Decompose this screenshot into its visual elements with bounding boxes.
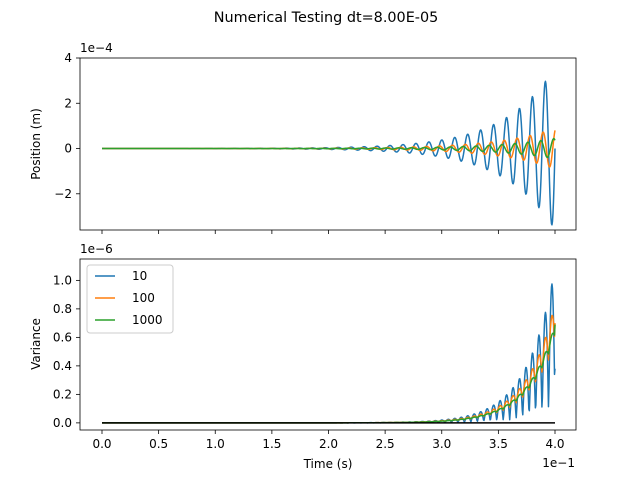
legend-box: [86, 264, 174, 334]
legend-label-100: 100: [132, 291, 155, 305]
legend-label-1000: 1000: [132, 313, 163, 327]
position-y-tick-label: 4: [64, 51, 72, 65]
variance-x-tick-label: 0.0: [92, 437, 111, 451]
position-y-ticks: −2 0 2 4: [54, 51, 80, 201]
variance-y-tick-label: 0.4: [53, 359, 72, 373]
variance-x-tick-label: 2.5: [376, 437, 395, 451]
position-axes-frame: [79, 57, 577, 231]
variance-x-tick-label: 3.5: [489, 437, 508, 451]
position-y-tick-label: 0: [64, 142, 72, 156]
legend-label-10: 10: [132, 269, 147, 283]
variance-panel: 0.0 0.2 0.4 0.6 0.8 1.0 0.0 0.5 1.0 1.5 2.0 2.5 3.0…: [29, 242, 577, 471]
variance-y-tick-label: 0.8: [53, 302, 72, 316]
position-y-offset-label: 1e−4: [80, 41, 113, 55]
variance-y-tick-label: 0.2: [53, 387, 72, 401]
position-y-tick-label: −2: [54, 187, 72, 201]
variance-x-tick-label: 0.5: [149, 437, 168, 451]
variance-y-tick-label: 0.0: [53, 416, 72, 430]
variance-series-lines: [101, 283, 556, 424]
position-panel: −2 0 2 4 1e−4 Position (m): [29, 41, 577, 234]
variance-x-tick-label: 1.0: [206, 437, 225, 451]
variance-x-tick-label: 2.0: [319, 437, 338, 451]
variance-x-tick-label: 1.5: [262, 437, 281, 451]
legend: 10 100 1000: [86, 264, 174, 334]
variance-x-offset-label: 1e−1: [542, 456, 575, 470]
position-x-ticks: [101, 230, 556, 234]
variance-y-axis-label: Variance: [29, 318, 43, 370]
position-series-1000: [101, 137, 556, 159]
variance-x-ticks: 0.0 0.5 1.0 1.5 2.0 2.5 3.0 3.5 4.0: [92, 430, 565, 451]
position-y-tick-label: 2: [64, 96, 72, 110]
variance-x-axis-label: Time (s): [303, 457, 353, 471]
variance-x-tick-label: 4.0: [545, 437, 564, 451]
variance-y-tick-label: 1.0: [53, 273, 72, 287]
position-y-axis-label: Position (m): [29, 108, 43, 180]
figure-title: Numerical Testing dt=8.00E-05: [214, 10, 439, 26]
variance-axes-frame: [79, 258, 577, 431]
variance-y-offset-label: 1e−6: [80, 242, 113, 256]
variance-x-tick-label: 3.0: [432, 437, 451, 451]
variance-y-tick-label: 0.6: [53, 330, 72, 344]
position-series-lines: [101, 80, 556, 226]
variance-y-ticks: 0.0 0.2 0.4 0.6 0.8 1.0: [53, 273, 80, 430]
